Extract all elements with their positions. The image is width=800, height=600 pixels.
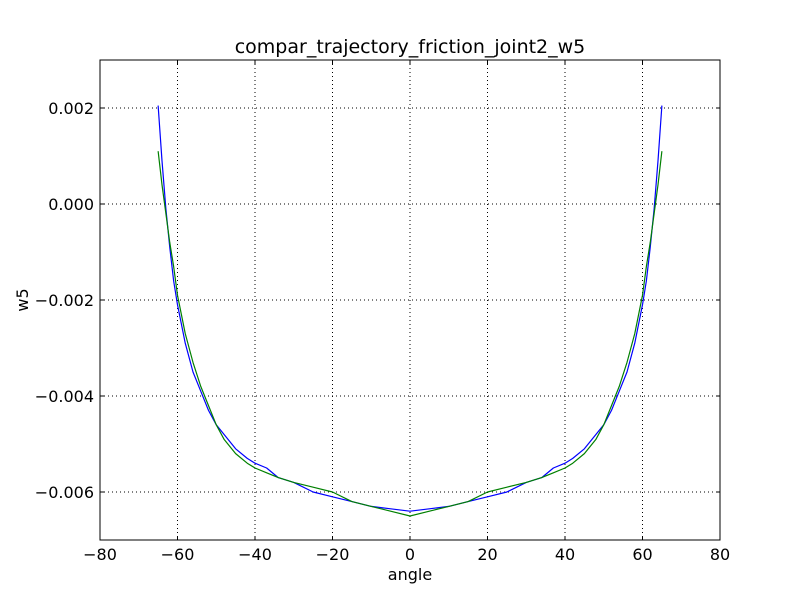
x-tick-label: 40	[555, 545, 575, 564]
y-tick-label: −0.006	[35, 483, 94, 502]
x-tick-label: −60	[161, 545, 195, 564]
x-tick-label: −80	[83, 545, 117, 564]
y-tick-label: 0.002	[48, 99, 94, 118]
y-tick-label: −0.004	[35, 387, 94, 406]
x-tick-label: 60	[632, 545, 652, 564]
series-line-1	[157, 105, 663, 512]
y-tick-label: −0.002	[35, 291, 94, 310]
ticks: −80 −60 −40 −20 0 20 40 60 80 −0.006 −0.004 −0.002 0…	[35, 60, 730, 564]
series-line-2	[157, 151, 663, 517]
x-axis-label: angle	[388, 565, 432, 584]
y-tick-label: 0.000	[48, 195, 94, 214]
series-layer	[157, 105, 663, 517]
x-tick-label: 20	[477, 545, 497, 564]
x-tick-label: −20	[316, 545, 350, 564]
x-tick-label: −40	[238, 545, 272, 564]
y-axis-label: w5	[13, 288, 32, 311]
chart-title: compar_trajectory_friction_joint2_w5	[235, 36, 586, 58]
x-tick-label: 0	[405, 545, 415, 564]
x-tick-label: 80	[710, 545, 730, 564]
